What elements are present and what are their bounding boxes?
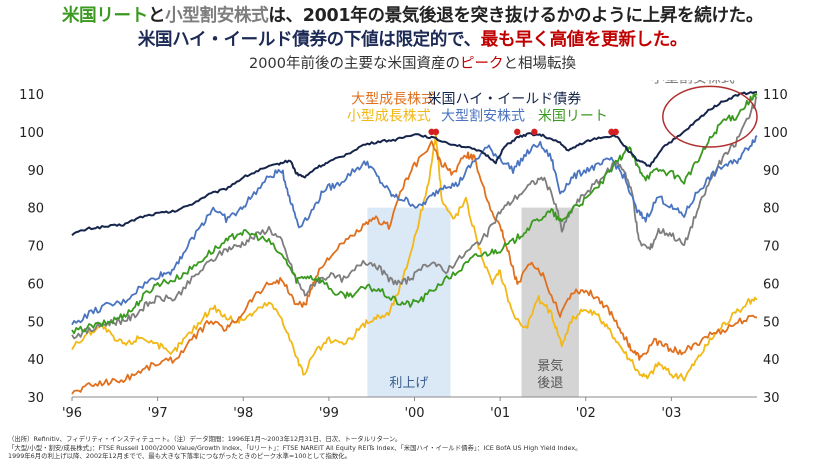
headline-reit: 米国リート — [61, 6, 148, 26]
series-line-2 — [71, 96, 758, 340]
source-notes: （出所）Refinitiv、フィデリティ・インスティテュート。（注）データ期間：… — [8, 435, 582, 461]
y-tick-right: 40 — [763, 353, 780, 368]
note-line-3: 1999年6月の利上げ以降、2002年12月までで、最も大きな下落率につながった… — [8, 452, 352, 461]
y-tick-right: 60 — [763, 277, 780, 292]
y-tick-left: 70 — [27, 240, 44, 255]
band-label-line: 景気 — [537, 358, 563, 374]
series-line-0 — [71, 91, 758, 236]
x-tick-label: '00 — [404, 406, 424, 421]
y-tick-right: 100 — [763, 126, 788, 141]
series-label: 大型成長株式 — [351, 91, 435, 107]
x-tick-label: '98 — [233, 406, 253, 421]
peak-marker — [612, 128, 619, 136]
y-tick-left: 60 — [27, 277, 44, 292]
y-tick-right: 50 — [763, 315, 780, 330]
x-tick-label: '96 — [62, 406, 82, 421]
headline-line-2: 米国ハイ・イールド債券の下値は限定的で、最も早く高値を更新した。 — [0, 26, 825, 51]
chart-title-c: と相場転換 — [503, 56, 576, 72]
x-tick-label: '03 — [661, 406, 681, 421]
headline-high-yield: 米国ハイ・イールド債券 — [137, 30, 327, 50]
x-tick-label: '99 — [319, 406, 339, 421]
headline-line-1: 米国リートと小型割安株式は、2001年の景気後退を突き抜けるかのように上昇を続け… — [0, 2, 825, 27]
peak-marker — [531, 128, 538, 136]
chart-bands: 利上げ 景気後退 — [367, 207, 579, 397]
x-tick-label: '02 — [576, 406, 596, 421]
band-1 — [521, 207, 579, 397]
band-label-line: 利上げ — [389, 376, 428, 391]
y-tick-left: 50 — [27, 315, 44, 330]
note-line-1: （出所）Refinitiv、フィデリティ・インスティテュート。（注）データ期間：… — [8, 435, 402, 443]
y-tick-right: 110 — [763, 88, 788, 103]
y-tick-right: 90 — [763, 164, 780, 179]
x-tick-label: '97 — [148, 406, 168, 421]
band-label-line: 後退 — [537, 376, 563, 391]
band-label-0: 利上げ — [389, 376, 428, 391]
y-tick-left: 80 — [27, 202, 44, 217]
chart-title-peak: ピーク — [459, 56, 504, 72]
y-tick-left: 30 — [27, 391, 44, 406]
headline-line-1-rest: は、2001年の景気後退を突き抜けるかのように上昇を続けた。 — [268, 6, 764, 26]
y-tick-right: 80 — [763, 202, 780, 217]
highlight-ellipse — [662, 85, 758, 148]
series-line-1 — [71, 92, 758, 335]
band-label-1: 景気後退 — [537, 358, 563, 391]
headline-line-2-mid: の下値は限定的で、 — [326, 30, 481, 50]
peak-marker — [432, 128, 440, 136]
series-line-3 — [71, 135, 758, 326]
peak-marker — [514, 128, 521, 136]
series-label: 米国リート — [538, 109, 608, 125]
note-line-2: 「大型/小型・割安/成長株式」：FTSE Russell 1000/2000 V… — [8, 443, 582, 452]
y-tick-left: 100 — [19, 126, 44, 141]
y-tick-left: 90 — [27, 164, 44, 179]
headline-line-2-emph: 最も早く高値を更新した。 — [480, 30, 688, 50]
y-tick-right: 70 — [763, 240, 780, 255]
y-tick-left: 110 — [19, 88, 44, 103]
chart-axes: 110 100 90 80 70 60 50 40 30 110 100 90 80 70 60 50 40 30… — [19, 88, 788, 421]
series-label: 小型成長株式 — [347, 109, 431, 125]
y-tick-left: 40 — [27, 353, 44, 368]
series-label: 米国ハイ・イールド債券 — [428, 91, 582, 107]
chart-peaks — [428, 128, 619, 136]
headline-small-value: 小型割安株式 — [165, 6, 269, 26]
y-tick-right: 30 — [763, 391, 780, 406]
series-label: 大型割安株式 — [441, 108, 525, 125]
x-tick-label: '01 — [490, 406, 510, 421]
headline-to: と — [147, 6, 166, 26]
series-label: 小型割安株式 — [651, 80, 735, 87]
chart-title-a: 2000年前後の主要な米国資産の — [249, 56, 460, 72]
chart-title: 2000年前後の主要な米国資産のピークと相場転換 — [0, 52, 825, 73]
series-line-4 — [71, 140, 758, 395]
